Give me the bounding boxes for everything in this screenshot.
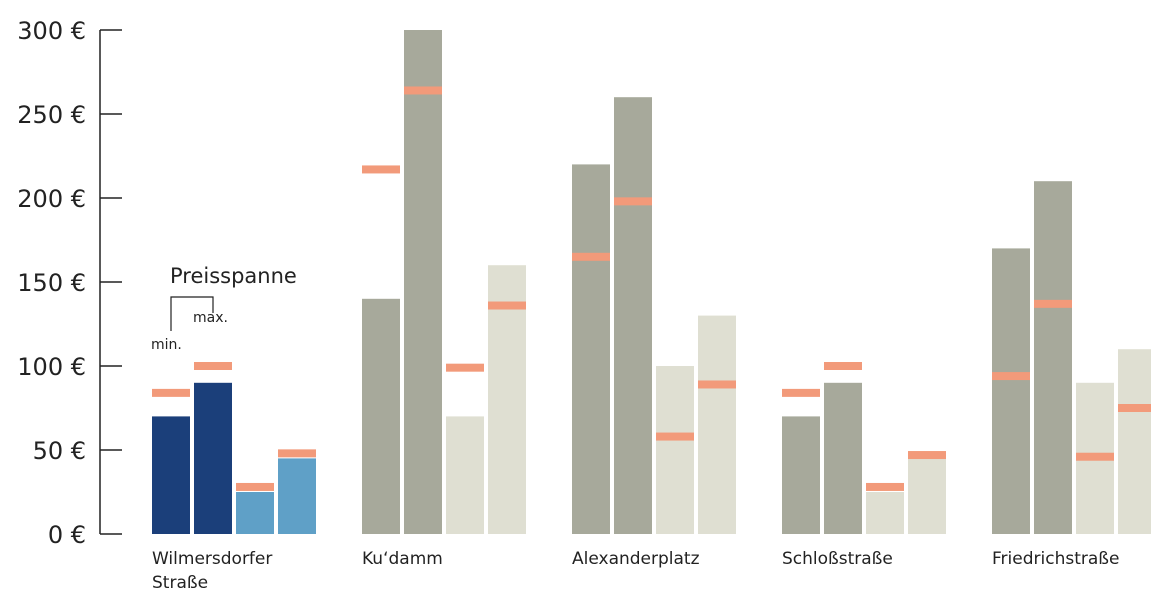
y-tick-label: 100 € bbox=[17, 353, 86, 381]
average-marker bbox=[824, 362, 862, 370]
average-marker bbox=[362, 165, 400, 174]
average-marker bbox=[908, 451, 946, 460]
y-tick-label: 0 € bbox=[48, 521, 86, 549]
annotation-min-label: min. bbox=[151, 337, 182, 353]
bar-max bbox=[404, 30, 442, 534]
legend-annotation: Preisspanne max. min. bbox=[151, 264, 297, 353]
annotation-bracket bbox=[170, 296, 214, 331]
average-marker bbox=[866, 482, 904, 491]
bar-group bbox=[152, 362, 316, 534]
average-marker bbox=[1034, 299, 1072, 308]
category-label: Friedrichstraße bbox=[992, 549, 1119, 569]
average-marker bbox=[194, 362, 232, 370]
y-tick-label: 150 € bbox=[17, 269, 86, 297]
average-marker bbox=[1118, 404, 1151, 412]
bar-min bbox=[152, 416, 190, 534]
category-label-line: Wilmersdorfer bbox=[152, 549, 272, 569]
bar-min bbox=[992, 248, 1030, 534]
y-tick-label: 250 € bbox=[17, 101, 86, 129]
bar-max_alt bbox=[278, 458, 316, 534]
average-marker bbox=[992, 372, 1030, 381]
bar-min_alt bbox=[446, 416, 484, 534]
average-marker bbox=[278, 449, 316, 458]
bar-max bbox=[194, 382, 232, 534]
average-marker bbox=[152, 388, 190, 397]
bar-max_alt bbox=[1118, 349, 1151, 534]
bar-max bbox=[614, 97, 652, 534]
bar-max_alt bbox=[488, 265, 526, 534]
bar-max bbox=[1034, 181, 1072, 534]
y-tick-label: 300 € bbox=[17, 17, 86, 45]
average-marker bbox=[782, 388, 820, 397]
bar-min_alt bbox=[866, 492, 904, 534]
category-label: Alexanderplatz bbox=[572, 549, 700, 569]
category-label: Wilmersdorfer Straße bbox=[152, 549, 272, 592]
y-ticks: 0 € 50 € 100 € 150 € 200 € 250 € 300 € bbox=[17, 17, 122, 549]
category-label: Ku‘damm bbox=[362, 549, 443, 569]
bar-min bbox=[782, 416, 820, 534]
average-marker bbox=[698, 380, 736, 389]
y-tick-label: 200 € bbox=[17, 185, 86, 213]
average-marker bbox=[614, 197, 652, 206]
category-label-line: Schloßstraße bbox=[782, 549, 893, 569]
category-label-line: Straße bbox=[152, 573, 208, 592]
average-marker bbox=[656, 432, 694, 441]
average-marker bbox=[446, 363, 484, 372]
bar-groups bbox=[152, 30, 1151, 534]
bar-group bbox=[782, 362, 946, 534]
bar-group bbox=[572, 97, 736, 534]
average-marker bbox=[488, 301, 526, 310]
y-axis: 0 € 50 € 100 € 150 € 200 € 250 € 300 € bbox=[17, 17, 122, 549]
average-marker bbox=[404, 86, 442, 95]
average-marker bbox=[572, 252, 610, 261]
category-labels: Wilmersdorfer Straße Ku‘damm Alexanderplatz… bbox=[152, 549, 1119, 592]
annotation-title: Preisspanne bbox=[170, 264, 297, 288]
bar-min bbox=[572, 164, 610, 534]
category-label-line: Alexanderplatz bbox=[572, 549, 700, 569]
bar-min bbox=[362, 298, 400, 534]
bar-group bbox=[992, 181, 1151, 534]
category-label-line: Ku‘damm bbox=[362, 549, 443, 569]
bar-min_alt bbox=[236, 492, 274, 534]
average-marker bbox=[1076, 452, 1114, 461]
bar-max bbox=[824, 382, 862, 534]
category-label-line: Friedrichstraße bbox=[992, 549, 1119, 569]
bar-group bbox=[362, 30, 526, 534]
bar-min_alt bbox=[656, 366, 694, 534]
category-label: Schloßstraße bbox=[782, 549, 893, 569]
average-marker bbox=[236, 482, 274, 491]
bar-max_alt bbox=[908, 458, 946, 534]
bar-max_alt bbox=[698, 315, 736, 534]
y-tick-label: 50 € bbox=[33, 437, 86, 465]
annotation-max-label: max. bbox=[193, 310, 228, 326]
